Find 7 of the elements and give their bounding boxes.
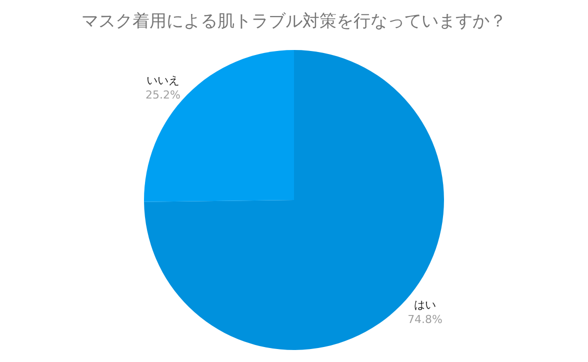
slice-label: はい (414, 298, 436, 312)
data-label: 74.8% (408, 312, 443, 326)
pie-slice (144, 50, 294, 202)
slice-label: いいえ (146, 74, 180, 88)
data-label: 25.2% (145, 88, 180, 102)
chart-title: マスク着用による肌トラブル対策を行なっていますか？ (82, 11, 506, 32)
pie-slice (144, 50, 444, 350)
